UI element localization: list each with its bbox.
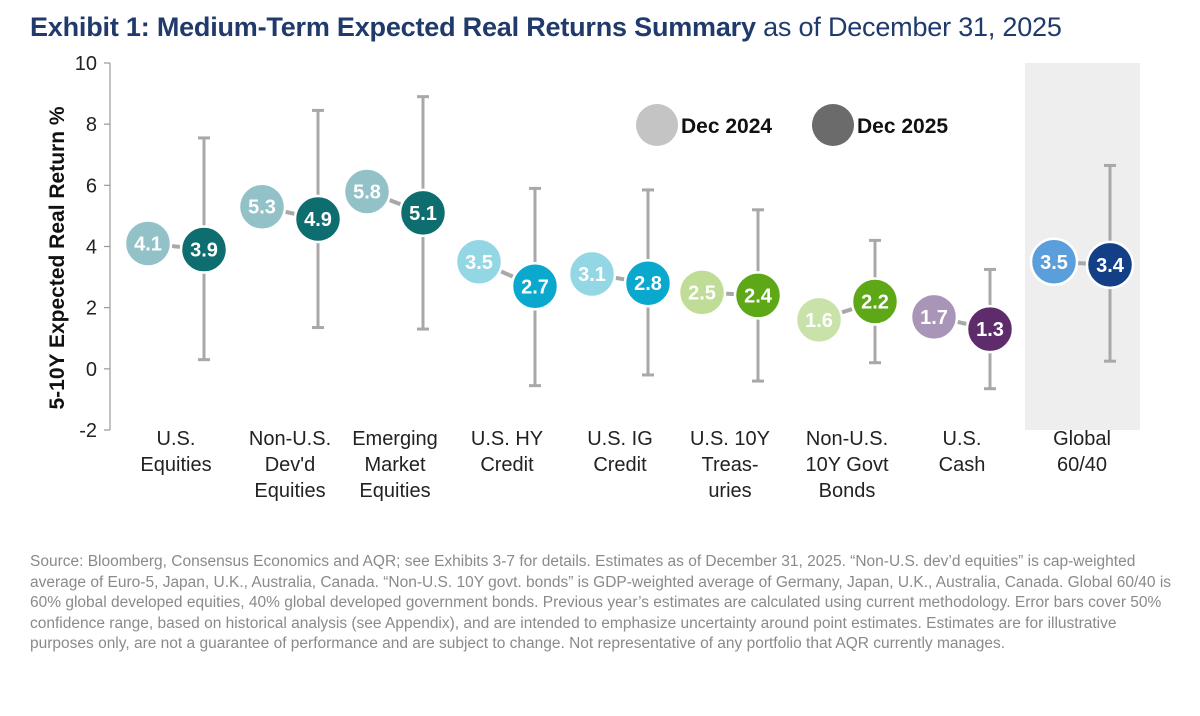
dec2025-point-label: 3.4 bbox=[1096, 255, 1125, 277]
dec2024-point-label: 2.5 bbox=[688, 282, 716, 304]
dec2024-point bbox=[567, 249, 617, 299]
y-tick-label: 4 bbox=[86, 237, 97, 259]
category-label: Non-U.S. bbox=[249, 428, 331, 450]
category-label: Equities bbox=[140, 454, 211, 476]
y-tick-label: -2 bbox=[79, 420, 97, 442]
dec2024-point bbox=[237, 182, 287, 231]
dec2025-point-label: 5.1 bbox=[409, 203, 437, 225]
dec2024-point bbox=[123, 219, 173, 268]
dec2024-point-label: 5.3 bbox=[248, 197, 276, 219]
y-tick-label: 6 bbox=[86, 175, 97, 197]
y-tick-label: 0 bbox=[86, 359, 97, 381]
legend-dec2025-label: Dec 2025 bbox=[857, 115, 948, 138]
dec2025-point bbox=[733, 271, 783, 320]
dec2025-point-label: 2.8 bbox=[634, 273, 662, 295]
dec2025-point-label: 1.3 bbox=[976, 319, 1004, 341]
returns-chart: -2 0 2 4 6 8 10 5-10Y Expected Real Return % U.S… bbox=[46, 53, 1140, 502]
chart-title-date: as of December 31, 2025 bbox=[763, 12, 1062, 42]
legend-dec2025-marker bbox=[812, 104, 854, 146]
dec2025-point bbox=[965, 304, 1015, 354]
dec2025-point bbox=[623, 258, 673, 308]
dec2024-point-label: 4.1 bbox=[134, 233, 162, 255]
category-label: Credit bbox=[480, 454, 534, 476]
y-tick-label: 10 bbox=[75, 53, 97, 75]
y-tick-label: 8 bbox=[86, 114, 97, 136]
category-label: U.S. 10Y bbox=[690, 428, 770, 450]
category-label: U.S. HY bbox=[471, 428, 543, 450]
chart-title-main: Exhibit 1: Medium-Term Expected Real Ret… bbox=[30, 12, 756, 42]
dec2024-point bbox=[909, 292, 959, 342]
category-label: U.S. bbox=[943, 428, 982, 450]
dec2025-point-label: 2.2 bbox=[861, 292, 889, 314]
dec2024-point bbox=[794, 295, 844, 345]
dec2024-point bbox=[454, 237, 504, 287]
dec2024-point-label: 1.6 bbox=[805, 310, 833, 332]
dec2025-point-label: 2.7 bbox=[521, 276, 549, 298]
y-axis-label: 5-10Y Expected Real Return % bbox=[46, 106, 69, 409]
category-label: U.S. IG bbox=[587, 428, 653, 450]
source-note: Source: Bloomberg, Consensus Economics a… bbox=[30, 553, 1172, 652]
dec2025-point bbox=[293, 194, 343, 244]
category-label: U.S. bbox=[157, 428, 196, 450]
dec2024-point-label: 5.8 bbox=[353, 181, 381, 203]
category-label: Global bbox=[1053, 428, 1111, 450]
chart-title: Exhibit 1: Medium-Term Expected Real Ret… bbox=[30, 12, 1062, 43]
dec2024-point bbox=[1029, 237, 1079, 287]
category-label: Equities bbox=[359, 480, 430, 502]
dec2024-point-label: 3.5 bbox=[1040, 252, 1068, 274]
dec2025-point bbox=[850, 277, 900, 326]
category-label: Equities bbox=[254, 480, 325, 502]
dec2025-point-label: 4.9 bbox=[304, 209, 332, 231]
y-tick-label: 2 bbox=[86, 298, 97, 320]
category-label: Market bbox=[364, 454, 426, 476]
dec2024-point-label: 3.5 bbox=[465, 252, 493, 274]
dec2024-point-label: 3.1 bbox=[578, 264, 606, 286]
category-label: Cash bbox=[939, 454, 986, 476]
dec2025-point bbox=[179, 225, 229, 274]
category-label: Bonds bbox=[819, 480, 876, 502]
dec2025-point bbox=[510, 262, 560, 311]
dec2025-point-label: 3.9 bbox=[190, 240, 218, 262]
dec2025-point-label: 2.4 bbox=[744, 285, 773, 307]
legend-dec2024-marker bbox=[636, 104, 678, 146]
category-label: Emerging bbox=[352, 428, 438, 450]
category-label: Treas- bbox=[701, 454, 758, 476]
category-label: Dev'd bbox=[265, 454, 316, 476]
dec2024-point-label: 1.7 bbox=[920, 307, 948, 329]
dec2025-point bbox=[398, 188, 448, 238]
dec2024-point bbox=[677, 268, 727, 317]
category-label: Non-U.S. bbox=[806, 428, 888, 450]
legend-dec2024-label: Dec 2024 bbox=[681, 115, 772, 138]
category-label: Credit bbox=[593, 454, 647, 476]
category-label: 60/40 bbox=[1057, 454, 1107, 476]
dec2024-point bbox=[342, 167, 392, 216]
dec2025-point bbox=[1085, 240, 1135, 290]
category-label: 10Y Govt bbox=[805, 454, 888, 476]
category-label: uries bbox=[708, 480, 751, 502]
